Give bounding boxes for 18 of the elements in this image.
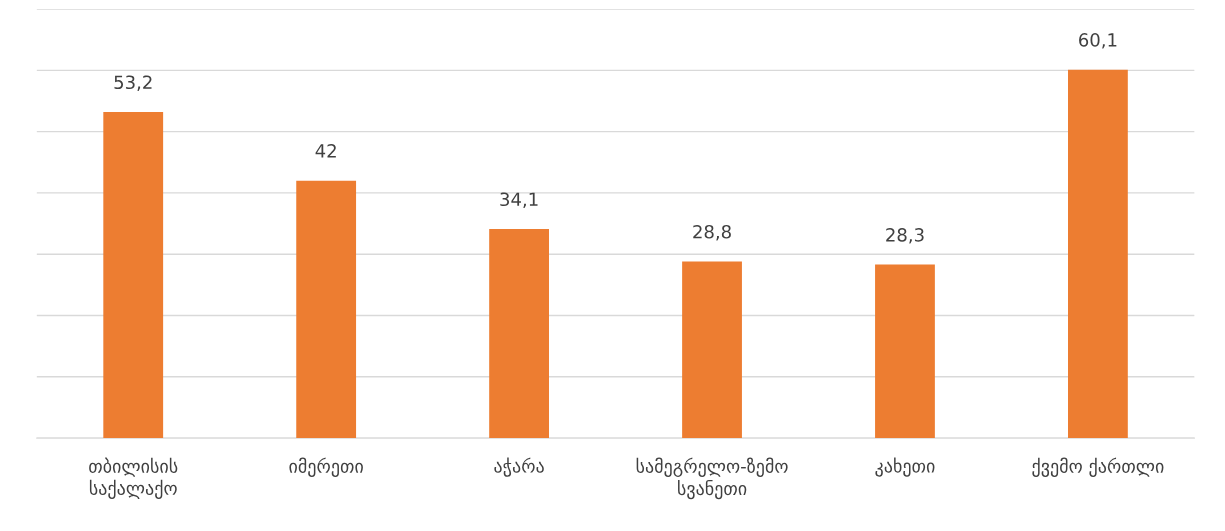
data-label: 60,1: [1079, 33, 1117, 49]
x-tick-label: აჭარა: [494, 457, 544, 477]
data-label: 28,8: [693, 224, 731, 241]
x-tick-label: ქვემო ქართლი: [1032, 457, 1164, 477]
bar: [296, 180, 357, 439]
x-tick-label: თბილისის საქალაქო: [89, 457, 178, 499]
bar: [875, 264, 935, 439]
x-tick-label: იმერეთი: [289, 457, 363, 477]
x-tick-label: კახეთი: [875, 457, 935, 477]
bar: [489, 229, 549, 439]
data-label: 34,1: [500, 192, 538, 208]
bar: [682, 261, 742, 439]
bar: [103, 112, 164, 439]
data-label: 28,3: [886, 228, 924, 244]
data-label: 42: [315, 144, 336, 158]
x-tick-label: სამეგრელო-ზემო სვანეთი: [636, 457, 788, 500]
data-label: 53,2: [114, 75, 152, 91]
bar: [1068, 69, 1128, 439]
